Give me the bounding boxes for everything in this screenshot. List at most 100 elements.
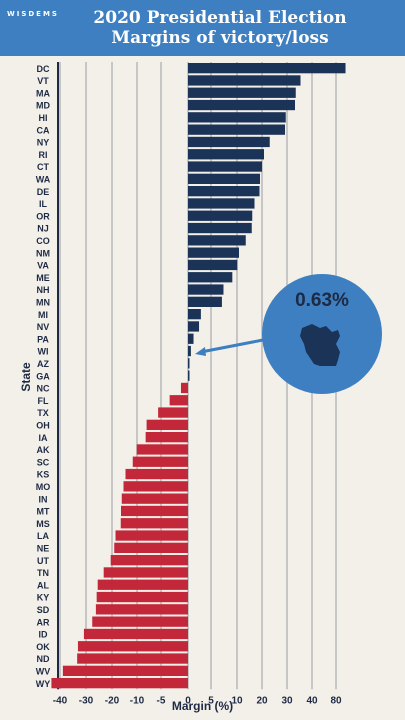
- tick-label: -5: [157, 695, 166, 706]
- tick-label: 20: [256, 695, 268, 706]
- category-label: KS: [37, 470, 50, 480]
- category-label: WA: [36, 175, 51, 185]
- category-label: WV: [36, 667, 51, 677]
- bar-al: [97, 579, 188, 590]
- category-label: AR: [37, 617, 50, 627]
- bar-md: [188, 99, 295, 111]
- category-label: PA: [37, 334, 49, 344]
- category-label: DE: [37, 187, 50, 197]
- category-label: NM: [36, 248, 50, 258]
- bar-tn: [103, 567, 188, 578]
- category-label: FL: [38, 396, 49, 406]
- tick-label: -30: [79, 695, 94, 706]
- wisconsin-state-icon: [300, 324, 340, 366]
- tick-label: 30: [281, 695, 293, 706]
- chart-title-line2: Margins of victory/loss: [111, 28, 329, 48]
- bar-de: [188, 186, 260, 197]
- category-label: OK: [36, 642, 50, 652]
- bar-ct: [188, 161, 262, 172]
- bar-az: [188, 358, 190, 369]
- bar-ri: [188, 149, 264, 160]
- bar-ga: [188, 370, 190, 381]
- bar-la: [115, 530, 188, 541]
- category-label: RI: [39, 150, 48, 160]
- bar-in: [121, 493, 188, 504]
- category-label: LA: [37, 531, 49, 541]
- category-label: VT: [37, 76, 49, 86]
- bar-mo: [123, 481, 188, 492]
- category-label: NY: [37, 138, 50, 148]
- bar-ms: [120, 518, 188, 529]
- category-label: CO: [36, 236, 50, 246]
- bar-wa: [188, 173, 260, 184]
- bar-oh: [146, 419, 188, 430]
- bar-ut: [110, 555, 188, 566]
- tick-label: -10: [130, 695, 145, 706]
- bar-ak: [136, 444, 188, 455]
- category-label: AL: [37, 580, 49, 590]
- bar-fl: [169, 395, 188, 406]
- bar-ky: [96, 591, 188, 603]
- category-label: KY: [37, 593, 50, 603]
- category-label: NC: [37, 384, 50, 394]
- tick-label: 5: [208, 695, 214, 706]
- category-label: ND: [37, 654, 50, 664]
- bar-nm: [188, 247, 239, 258]
- bar-ma: [188, 87, 296, 98]
- category-label: GA: [36, 371, 50, 381]
- bar-or: [188, 210, 253, 221]
- bar-me: [188, 272, 233, 283]
- tick-label: 40: [306, 695, 318, 706]
- bar-va: [188, 259, 238, 271]
- bar-wi: [188, 345, 191, 357]
- category-label: OH: [36, 421, 50, 431]
- category-label: OR: [36, 211, 50, 221]
- category-label: NJ: [37, 224, 49, 234]
- bar-nc: [180, 382, 188, 394]
- category-label: MI: [38, 310, 48, 320]
- category-label: MD: [36, 101, 50, 111]
- bar-co: [188, 235, 246, 246]
- bar-hi: [188, 112, 286, 123]
- bar-ny: [188, 136, 270, 148]
- category-label: ME: [36, 273, 50, 283]
- bar-sc: [132, 456, 188, 467]
- category-label: MN: [36, 298, 50, 308]
- bar-ca: [188, 124, 285, 135]
- bar-tx: [158, 407, 188, 418]
- bar-vt: [188, 75, 301, 86]
- category-label: DC: [37, 64, 50, 74]
- category-label: UT: [37, 556, 49, 566]
- bar-wv: [62, 665, 188, 676]
- bar-ne: [114, 542, 188, 553]
- bar-wy: [51, 678, 188, 689]
- category-label: CT: [37, 162, 49, 172]
- bar-sd: [95, 604, 188, 615]
- category-label: WI: [38, 347, 49, 357]
- category-label: NE: [37, 544, 50, 554]
- bar-ok: [77, 641, 188, 652]
- tick-label: 0: [185, 695, 191, 706]
- bar-id: [83, 628, 188, 640]
- header-banner: WISDEMS 2020 Presidential Election Margi…: [0, 0, 405, 56]
- category-label: MT: [37, 507, 50, 517]
- bar-ia: [145, 432, 188, 443]
- category-label: AZ: [37, 359, 49, 369]
- bar-dc: [188, 63, 346, 74]
- category-label: MS: [36, 519, 50, 529]
- bar-nj: [188, 222, 252, 234]
- bar-ar: [92, 616, 188, 627]
- category-label: TX: [37, 408, 49, 418]
- wisconsin-callout: 0.63%: [262, 274, 382, 394]
- bar-pa: [188, 333, 194, 344]
- bar-nv: [188, 321, 200, 332]
- category-label: ID: [39, 630, 49, 640]
- category-label: NV: [37, 322, 50, 332]
- bar-chart: DC VT MA MD HI CA NY RI CT WA DE IL OR NJ CO NM VA ME NH MN…: [36, 62, 346, 706]
- category-label: MO: [36, 482, 51, 492]
- bar-mn: [188, 296, 222, 307]
- category-label: AK: [37, 445, 50, 455]
- bar-nh: [188, 284, 224, 295]
- bar-ks: [125, 468, 188, 480]
